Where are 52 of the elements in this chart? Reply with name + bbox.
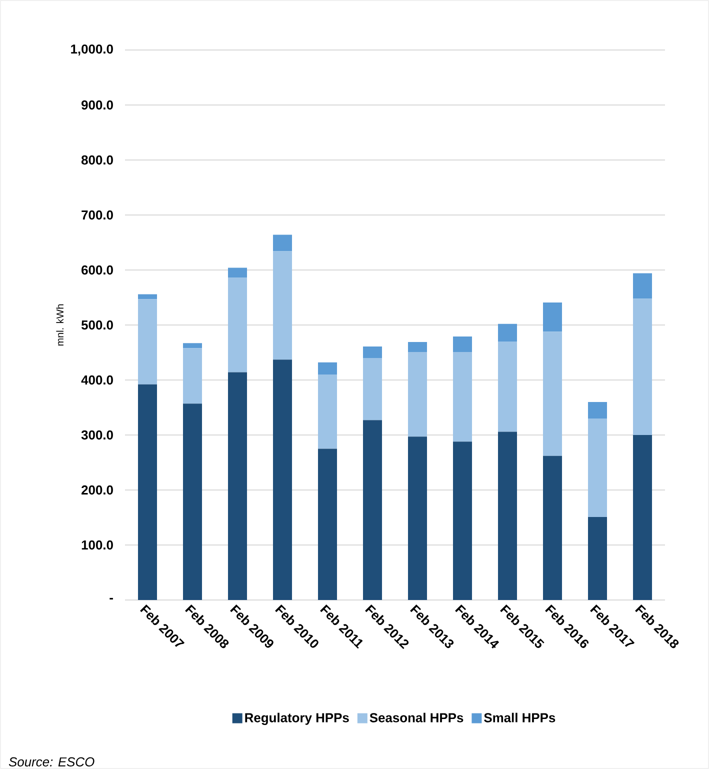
y-tick-label: 200.0: [82, 485, 113, 495]
y-tick-label: 300.0: [81, 430, 113, 440]
bar: [498, 341, 518, 432]
bar: [363, 346, 382, 358]
bar: [543, 302, 562, 332]
bar: [228, 268, 248, 278]
bar: [273, 234, 292, 252]
bar: [363, 358, 382, 420]
bar: [498, 432, 518, 600]
y-tick-label: 100.0: [82, 540, 113, 550]
bar: [408, 352, 428, 437]
y-tick-label: -: [110, 598, 113, 600]
legend-label: Regulatory HPPs: [245, 712, 349, 725]
bar: [633, 273, 652, 299]
bar: [453, 352, 472, 442]
bar: [138, 294, 157, 300]
y-tick-label: 800.0: [81, 155, 113, 165]
bar: [408, 436, 428, 600]
y-tick-label: 500.0: [81, 320, 113, 330]
y-tick-label: 400.0: [81, 375, 113, 385]
legend-label: Seasonal HPPs: [370, 712, 464, 722]
bar: [498, 324, 518, 342]
bar: [138, 384, 157, 600]
source-note: Source: ESCO: [8, 757, 94, 766]
bar: [138, 299, 157, 384]
bar: [318, 362, 338, 374]
bar: [363, 420, 382, 600]
y-tick-label: 1,000.0: [71, 44, 113, 56]
bar: [183, 343, 202, 348]
bar: [273, 360, 292, 600]
bar: [183, 404, 202, 600]
bar: [228, 278, 248, 372]
bar: [318, 448, 338, 600]
legend-label: Small HPPs: [484, 712, 556, 722]
bar: [588, 402, 608, 418]
y-tick-label: 900.0: [82, 100, 113, 110]
bar: [633, 298, 652, 435]
bar: [633, 435, 652, 600]
bar: [273, 251, 292, 360]
y-tick-label: 700.0: [82, 210, 113, 220]
bar: [228, 372, 248, 600]
bar: [453, 442, 472, 600]
y-axis-title: mnl. kWh: [56, 304, 64, 346]
y-tick-label: 600.0: [82, 265, 113, 275]
bar: [588, 516, 608, 600]
bar: [183, 348, 202, 404]
bar: [453, 336, 472, 352]
bar: [318, 374, 338, 449]
bar: [408, 342, 428, 352]
bar: [588, 418, 608, 517]
bar: [543, 456, 562, 600]
bar: [543, 332, 562, 456]
